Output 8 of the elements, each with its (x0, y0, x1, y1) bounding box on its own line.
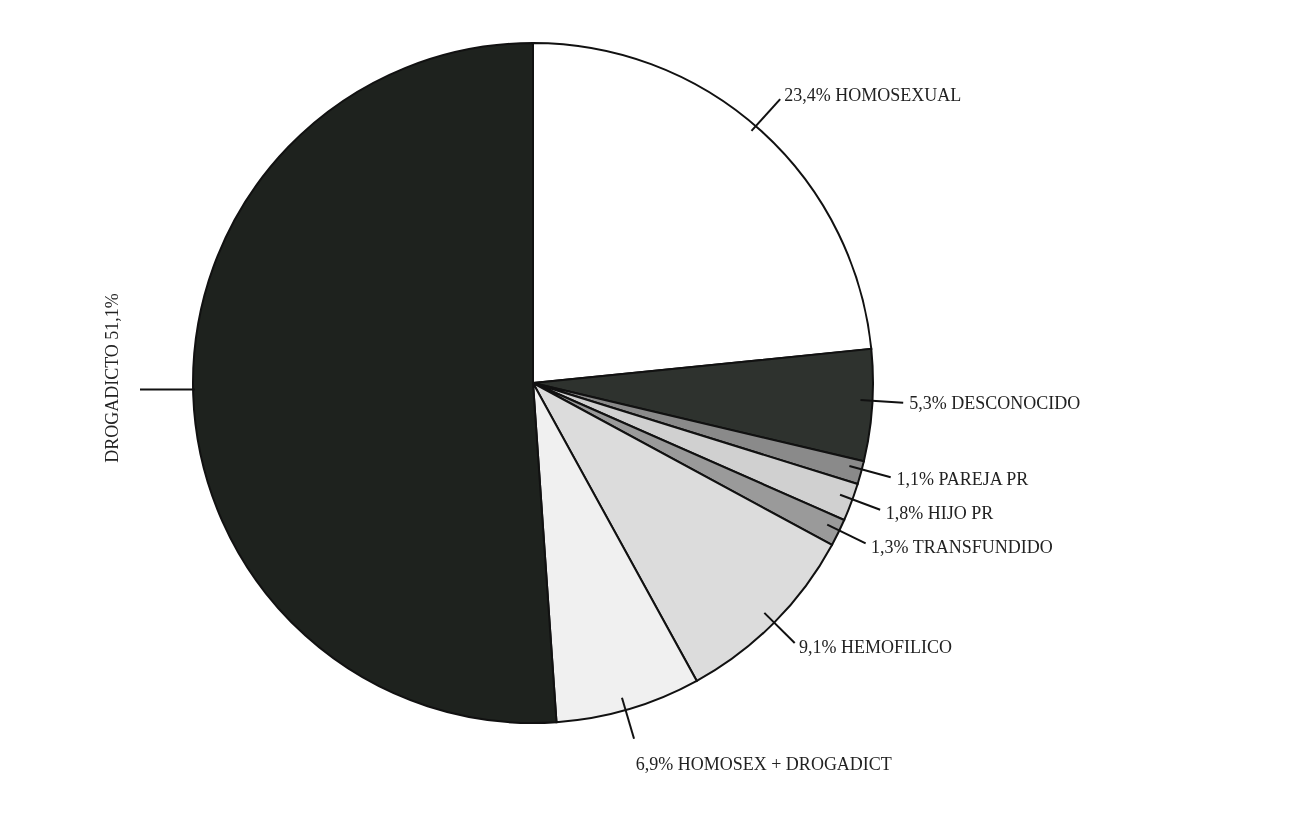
slice-label: DROGADICTO 51,1% (102, 293, 122, 463)
slice-label: 9,1% HEMOFILICO (798, 637, 952, 658)
slice-label: 1,8% HIJO PR (885, 502, 994, 523)
slice-label: 1,3% TRANSFUNDIDO (871, 536, 1053, 557)
slice-label: 1,1% PAREJA PR (896, 468, 1029, 489)
slice-label: 5,3% DESCONOCIDO (909, 393, 1081, 414)
slice-label: 6,9% HOMOSEX + DROGADICT (635, 754, 892, 775)
slice-label: 23,4% HOMOSEXUAL (784, 84, 962, 105)
